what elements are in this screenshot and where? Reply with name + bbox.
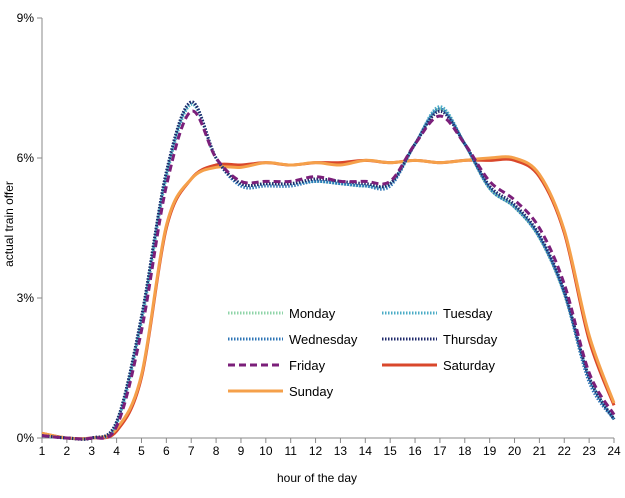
x-tick-label: 14 [359, 444, 373, 458]
x-tick-label: 18 [458, 444, 472, 458]
y-tick-label: 6% [17, 151, 35, 165]
legend: Monday Tuesday Wednesday Thursday Friday Satu… [228, 306, 498, 399]
legend-label-thursday: Thursday [443, 332, 498, 347]
x-tick-label: 6 [163, 444, 170, 458]
x-tick-label: 1 [39, 444, 46, 458]
legend-label-friday: Friday [289, 358, 326, 373]
x-tick-label: 10 [259, 444, 273, 458]
x-tick-label: 4 [113, 444, 120, 458]
x-tick-label: 12 [309, 444, 323, 458]
x-tick-label: 9 [238, 444, 245, 458]
legend-label-sunday: Sunday [289, 384, 334, 399]
series-lines [41, 100, 616, 441]
x-tick-label: 17 [433, 444, 447, 458]
y-tick-label: 0% [17, 431, 35, 445]
legend-label-monday: Monday [289, 306, 336, 321]
x-tick-label: 16 [408, 444, 422, 458]
y-axis-ticks: 0% 3% 6% 9% [17, 11, 42, 445]
x-tick-label: 22 [558, 444, 572, 458]
legend-label-saturday: Saturday [443, 358, 496, 373]
x-axis-title: hour of the day [277, 471, 357, 485]
axes [41, 18, 614, 439]
x-tick-label: 8 [213, 444, 220, 458]
series-line-sunday [41, 155, 616, 441]
x-tick-label: 7 [188, 444, 195, 458]
x-tick-label: 23 [582, 444, 596, 458]
x-tick-label: 20 [508, 444, 522, 458]
x-tick-label: 13 [334, 444, 348, 458]
x-tick-label: 19 [483, 444, 497, 458]
legend-label-tuesday: Tuesday [443, 306, 493, 321]
y-tick-label: 3% [17, 291, 35, 305]
x-tick-label: 24 [607, 444, 621, 458]
y-axis-title: actual train offer [2, 181, 16, 267]
x-tick-label: 21 [533, 444, 547, 458]
series-line-friday [41, 109, 616, 441]
x-tick-label: 3 [88, 444, 95, 458]
x-tick-label: 5 [138, 444, 145, 458]
x-tick-label: 11 [284, 444, 297, 458]
x-axis-ticks: 1 2 3 4 5 6 7 8 9 10 11 12 13 14 15 16 17 18 19 20 21 22 23 24 [39, 438, 621, 458]
x-tick-label: 2 [64, 444, 71, 458]
legend-label-wednesday: Wednesday [289, 332, 358, 347]
y-tick-label: 9% [17, 11, 35, 25]
x-tick-label: 15 [383, 444, 397, 458]
series-line-thursday [41, 100, 616, 441]
